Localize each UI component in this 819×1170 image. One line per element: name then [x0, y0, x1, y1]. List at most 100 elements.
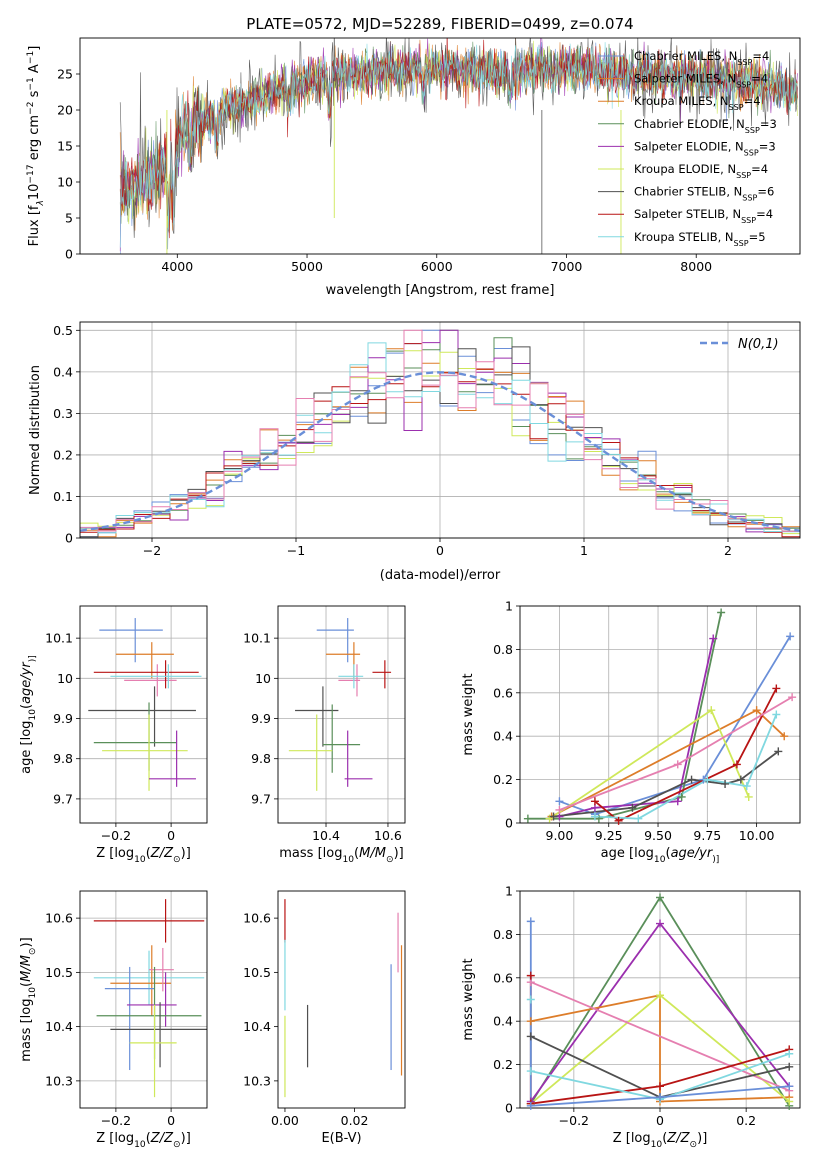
panel-residuals: −2 −1 0 1 2 0 0.1 0.2 0.3 0.4 0.5 — [53, 321, 801, 558]
x-axis-label: Z [log10(Z/Z⊙)] — [96, 1131, 191, 1150]
data-point-errorbar — [338, 664, 361, 697]
x-tick-label: 9.75 — [693, 828, 721, 843]
axes-frame — [79, 605, 208, 824]
weight-marker — [785, 1082, 794, 1091]
y-tick-label: 10.6 — [243, 911, 271, 926]
axes-frame — [519, 890, 801, 1109]
plot-area — [88, 618, 202, 791]
plot-area — [288, 618, 392, 791]
y-axis-label: mass weight — [461, 673, 476, 755]
weight-marker — [526, 1101, 535, 1110]
y-tick-label: 10.3 — [45, 1073, 73, 1088]
x-tick-label: 4000 — [161, 259, 193, 274]
x-tick-label: −0.2 — [101, 1113, 131, 1128]
y-tick-label: 9.9 — [251, 711, 271, 726]
axes-frame — [277, 890, 406, 1109]
axes-frame — [519, 605, 801, 824]
histogram-step — [80, 342, 800, 538]
y-tick-label: 25 — [57, 67, 73, 82]
weight-marker — [526, 1032, 535, 1041]
panel-mass-vs-Z: −0.2 0 10.3 10.4 10.5 10.6 — [45, 890, 208, 1128]
y-tick-label: 10.5 — [243, 965, 271, 980]
x-axis-label: wavelength [Angstrom, rest frame] — [326, 283, 555, 298]
weight-line — [594, 688, 778, 822]
legend-label: N(0,1) — [738, 337, 779, 352]
legend-label: Salpeter ELODIE, NSSP=3 — [634, 139, 776, 157]
x-tick-label: 0.02 — [341, 1113, 369, 1128]
x-tick-label: 10.4 — [312, 828, 340, 843]
legend-label: Salpeter MILES, NSSP=4 — [634, 72, 768, 90]
data-point-errorbar — [126, 972, 177, 1027]
y-tick-label: 10.1 — [243, 631, 271, 646]
panel-age-vs-mass: 10.4 10.6 9.7 9.8 9.9 10 10.1 — [243, 605, 406, 843]
weight-marker — [788, 693, 797, 702]
x-axis-label: E(B-V) — [321, 1131, 361, 1146]
data-point-errorbar — [344, 730, 373, 787]
weight-marker — [772, 684, 781, 693]
y-tick-label: 0.2 — [53, 447, 73, 462]
weight-marker — [526, 995, 535, 1004]
plot-area — [93, 899, 207, 1098]
data-point-errorbar — [288, 714, 333, 791]
y-tick-label: 9.8 — [53, 751, 73, 766]
data-point-errorbar — [93, 702, 177, 771]
x-tick-label: 0 — [167, 828, 175, 843]
x-axis-label: Z [log10(Z/Z⊙)] — [96, 846, 191, 865]
y-tick-label: 0.6 — [493, 970, 513, 985]
weight-marker — [526, 917, 535, 926]
y-tick-label: 0.4 — [493, 729, 513, 744]
axes-frame — [79, 321, 801, 539]
data-point-errorbar — [316, 618, 354, 663]
x-tick-label: 8000 — [680, 259, 712, 274]
y-tick-label: 0.5 — [53, 323, 73, 338]
weight-marker — [526, 1067, 535, 1076]
data-point-errorbar — [326, 642, 361, 679]
weight-marker — [656, 1093, 664, 1102]
x-tick-label: 5000 — [291, 259, 323, 274]
data-point-errorbar — [99, 618, 163, 663]
panel-weight-vs-Z: −0.2 0 0.2 0 0.2 0.4 0.6 0.8 1 — [493, 884, 801, 1128]
weight-marker — [703, 775, 712, 784]
y-tick-label: 10.4 — [243, 1019, 271, 1034]
axes-frame — [79, 890, 208, 1109]
data-point-errorbar — [372, 660, 392, 689]
y-tick-label: 10.3 — [243, 1073, 271, 1088]
weight-marker — [786, 632, 795, 641]
weight-line — [530, 994, 790, 1103]
data-point-errorbar — [93, 899, 205, 943]
x-tick-label: −1 — [287, 543, 305, 558]
weight-marker — [717, 608, 726, 617]
weight-marker — [634, 814, 643, 823]
y-tick-label: 10 — [255, 671, 271, 686]
y-tick-label: 9.9 — [53, 711, 73, 726]
legend-label: Chabrier STELIB, NSSP=6 — [634, 185, 774, 203]
x-axis-label: age [log10(age/yr)] — [601, 846, 720, 865]
y-tick-label: 10.6 — [45, 911, 73, 926]
x-tick-label: 0.00 — [271, 1113, 299, 1128]
weight-marker — [780, 732, 789, 741]
y-tick-label: 0.8 — [493, 927, 513, 942]
weight-line — [559, 635, 791, 816]
data-point-errorbar — [129, 1004, 177, 1098]
weight-line — [529, 921, 790, 1107]
x-tick-label: 9.00 — [546, 828, 574, 843]
plot-area — [527, 612, 793, 822]
weight-marker — [526, 1017, 535, 1026]
weight-marker — [707, 706, 716, 715]
spectrum-line — [119, 38, 798, 238]
y-tick-label: 9.7 — [53, 791, 73, 806]
x-tick-label: 9.50 — [644, 828, 672, 843]
data-point-errorbar — [322, 704, 361, 773]
x-tick-label: −0.2 — [559, 1113, 589, 1128]
weight-marker — [744, 792, 753, 801]
axes-frame — [79, 37, 801, 255]
weight-marker — [673, 760, 682, 769]
x-tick-label: 2 — [724, 543, 732, 558]
data-point-errorbar — [88, 686, 196, 747]
y-axis-label: mass [log10(M/M⊙)] — [19, 937, 38, 1061]
weight-marker — [555, 805, 564, 814]
weight-marker — [732, 760, 741, 769]
y-tick-label: 10 — [57, 175, 73, 190]
y-tick-label: 5 — [65, 211, 73, 226]
x-tick-label: 9.25 — [595, 828, 623, 843]
